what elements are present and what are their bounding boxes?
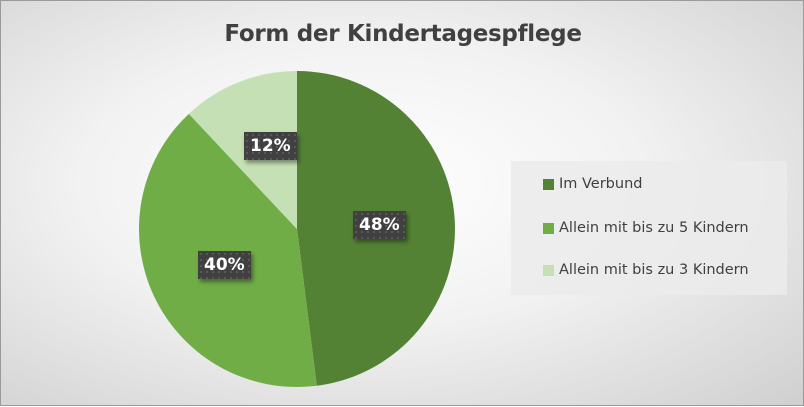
legend-label: Allein mit bis zu 3 Kindern: [559, 262, 749, 278]
legend-swatch: [543, 222, 554, 234]
legend-swatch: [543, 264, 554, 276]
legend-label: Im Verbund: [559, 176, 643, 192]
data-label-allein-3: 12%: [244, 132, 297, 160]
legend-label: Allein mit bis zu 5 Kindern: [559, 220, 749, 236]
legend: Im Verbund Allein mit bis zu 5 Kindern A…: [511, 161, 787, 295]
legend-swatch: [543, 178, 554, 190]
chart-title: Form der Kindertagespflege: [224, 21, 582, 47]
legend-item-allein-5: Allein mit bis zu 5 Kindern: [543, 220, 749, 236]
data-label-allein-5: 40%: [198, 251, 251, 279]
data-label-im-verbund: 48%: [353, 211, 406, 239]
legend-item-allein-3: Allein mit bis zu 3 Kindern: [543, 262, 749, 278]
pie-slice-allein-3: [188, 71, 297, 229]
pie-slice-allein-5: [139, 113, 317, 387]
legend-item-im-verbund: Im Verbund: [543, 176, 642, 192]
